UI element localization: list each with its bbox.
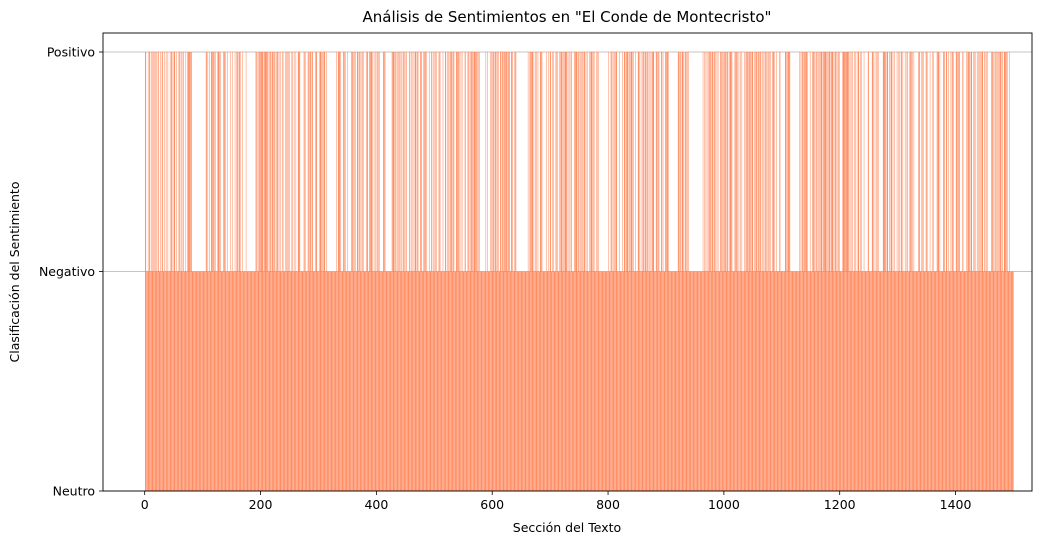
x-tick-label: 800 [596,497,620,512]
x-axis-label: Sección del Texto [513,520,621,535]
x-tick-label: 0 [141,497,149,512]
x-tick-label: 400 [364,497,388,512]
chart-title: Análisis de Sentimientos en "El Conde de… [363,8,772,26]
y-tick-label-neutro: Neutro [53,484,95,499]
x-axis-ticks: 0 200 400 600 800 1000 1200 1400 [141,491,972,512]
bars [145,52,1014,491]
y-axis-ticks: Neutro Negativo Positivo [39,45,103,499]
y-axis-label: Clasificación del Sentimiento [7,182,22,363]
plot-frame [102,32,1033,492]
x-tick-label: 1200 [824,497,856,512]
y-tick-label-positivo: Positivo [47,45,95,60]
x-tick-label: 1400 [940,497,972,512]
x-tick-label: 1000 [708,497,740,512]
x-tick-label: 200 [249,497,273,512]
x-tick-label: 600 [480,497,504,512]
y-tick-label-negativo: Negativo [39,264,95,279]
